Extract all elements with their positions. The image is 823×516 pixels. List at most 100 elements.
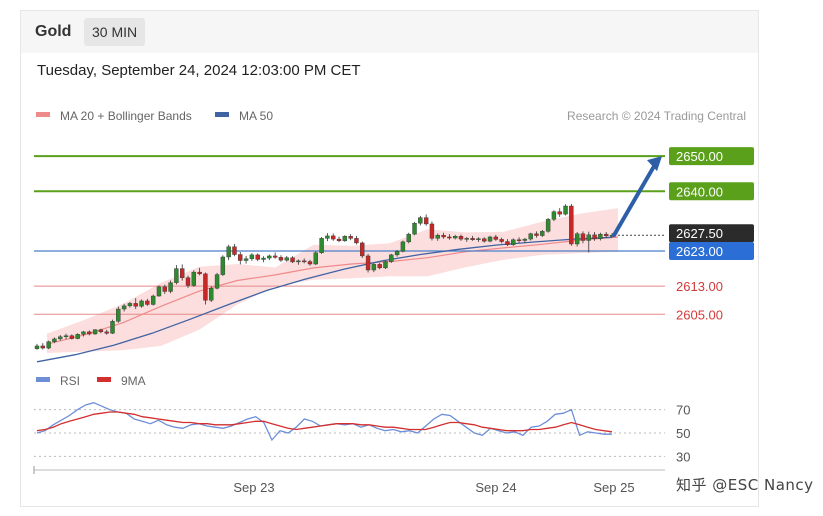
candle-body xyxy=(441,234,446,238)
candle-body xyxy=(75,334,80,339)
chart-card: Gold 30 MIN Tuesday, September 24, 2024 … xyxy=(20,10,759,507)
legend-swatch-rsi xyxy=(36,377,50,382)
level-label: 2627.50 xyxy=(676,226,723,241)
candle-body xyxy=(470,238,475,240)
candle-body xyxy=(34,345,40,349)
candle-body xyxy=(580,233,586,241)
candle-body xyxy=(180,268,185,278)
candle-body xyxy=(487,236,493,242)
oscillator-level-label: 70 xyxy=(676,403,690,418)
candle-body xyxy=(429,223,435,239)
candle-body xyxy=(290,257,295,263)
bollinger-band-area xyxy=(47,208,618,353)
candle-body xyxy=(52,338,57,342)
candle-body xyxy=(284,257,289,261)
candle-body xyxy=(412,223,417,235)
legend-label-9ma: 9MA xyxy=(121,374,146,388)
level-label: 2650.00 xyxy=(676,149,723,164)
candle-body xyxy=(603,233,609,237)
candle-body xyxy=(191,271,197,286)
candle-body xyxy=(348,236,353,239)
candle-body xyxy=(81,331,86,335)
candle-body xyxy=(325,235,330,239)
candle-body xyxy=(389,254,394,262)
candle-body xyxy=(499,239,504,242)
candle-body xyxy=(394,251,400,256)
candle-body xyxy=(261,257,266,260)
candle-body xyxy=(371,264,377,271)
candle-body xyxy=(185,277,191,286)
candle-body xyxy=(365,255,371,271)
level-label: 2623.00 xyxy=(676,244,723,259)
ma50-line xyxy=(36,236,613,363)
candle-body xyxy=(406,233,411,243)
candle-body xyxy=(435,234,440,239)
candle-body xyxy=(98,329,104,333)
candle-body xyxy=(313,252,318,265)
candle-body xyxy=(331,235,336,240)
candle-body xyxy=(551,211,557,220)
candle-body xyxy=(46,341,51,349)
candle-body xyxy=(58,336,63,340)
candle-body xyxy=(63,335,69,337)
legend-label-rsi: RSI xyxy=(60,374,80,388)
candle-body xyxy=(40,345,46,349)
candle-body xyxy=(104,331,109,334)
candle-body xyxy=(534,233,539,236)
candle-body xyxy=(116,308,121,322)
candle-body xyxy=(354,238,359,244)
candle-body xyxy=(557,211,562,215)
candle-body xyxy=(203,273,208,301)
level-label-box xyxy=(669,182,754,201)
candle-body xyxy=(296,260,301,263)
candle-body xyxy=(243,258,249,261)
candle-body xyxy=(249,254,255,259)
candle-body xyxy=(516,239,522,241)
candle-body xyxy=(447,236,452,239)
level-label: 2640.00 xyxy=(676,184,723,199)
oscillator-level-label: 50 xyxy=(676,426,690,441)
oscillator-level-label: 30 xyxy=(676,449,690,464)
projection-arrow-shaft xyxy=(612,159,659,238)
candle-body xyxy=(452,236,458,239)
level-label-box xyxy=(669,242,754,261)
candle-body xyxy=(214,274,220,289)
candle-body xyxy=(528,233,533,240)
candle-body xyxy=(400,241,406,252)
candle-body xyxy=(168,282,173,292)
candle-body xyxy=(563,205,568,215)
candle-body xyxy=(139,300,144,307)
candle-body xyxy=(522,238,528,241)
candle-body xyxy=(458,236,464,240)
interval-button[interactable]: 30 MIN xyxy=(84,18,146,46)
support-level-label: 2605.00 xyxy=(676,307,723,322)
watermark-text: 知乎 @ESC Nancy xyxy=(676,476,814,494)
candle-body xyxy=(272,255,278,258)
candle-body xyxy=(418,217,423,224)
legend-swatch-9ma xyxy=(97,377,111,382)
level-label-box xyxy=(669,147,754,166)
candle-body xyxy=(476,238,481,240)
projection-arrow-head xyxy=(647,156,662,172)
candle-body xyxy=(301,260,307,263)
candle-body xyxy=(267,255,272,259)
candle-body xyxy=(586,234,591,241)
candle-body xyxy=(307,261,313,265)
x-tick-label: Sep 24 xyxy=(475,480,516,495)
candle-body xyxy=(209,288,214,301)
candle-body xyxy=(319,238,324,253)
legend-swatch-ma50 xyxy=(215,112,229,117)
candle-body xyxy=(92,329,98,335)
rsi-9ma-line xyxy=(36,411,613,433)
candle-body xyxy=(110,321,115,334)
candle-body xyxy=(336,238,342,242)
x-tick-label: Sep 23 xyxy=(233,480,274,495)
candle-body xyxy=(162,286,167,292)
legend-label-ma50: MA 50 xyxy=(239,109,273,123)
candle-body xyxy=(360,242,365,257)
instrument-symbol: Gold xyxy=(35,23,72,40)
chart-credit: Research © 2024 Trading Central xyxy=(567,109,746,123)
candle-body xyxy=(511,239,516,245)
candle-body xyxy=(145,300,150,305)
candle-body xyxy=(464,238,469,240)
